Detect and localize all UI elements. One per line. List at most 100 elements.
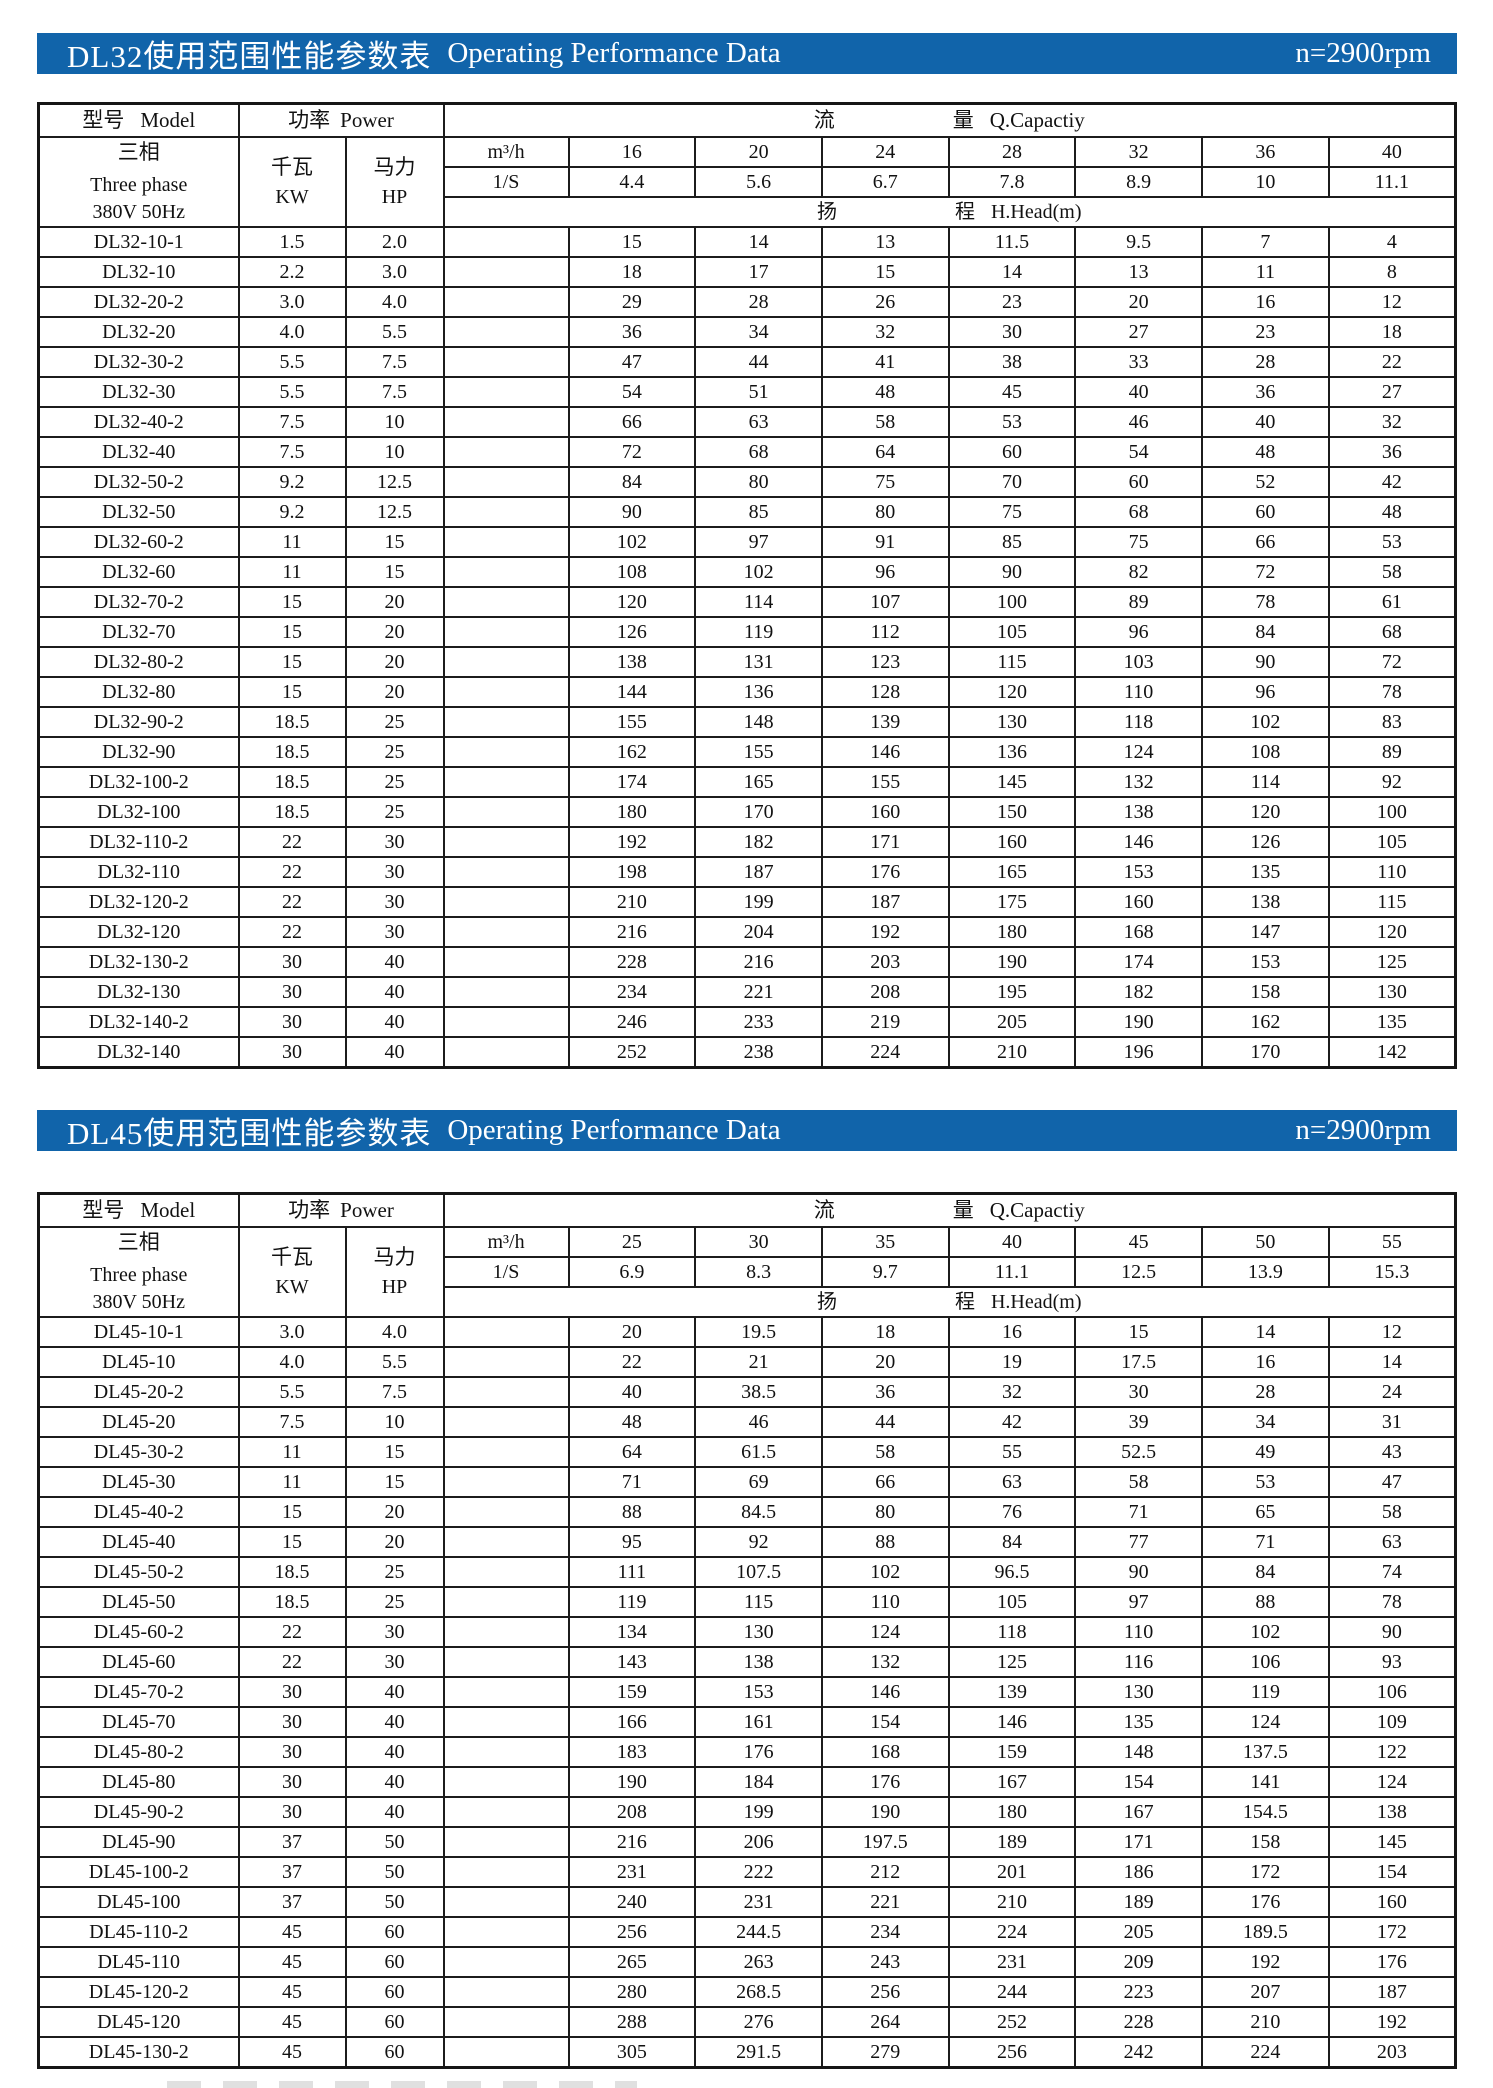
- kw-cell: 15: [237, 616, 347, 648]
- model-cell: DL32-90-2: [37, 706, 240, 738]
- ls-value-cell: 12.5: [1074, 1256, 1204, 1288]
- head-value-cell: 19.5: [694, 1316, 823, 1348]
- head-value-cell: 22: [1327, 346, 1457, 378]
- head-value-cell: 84: [947, 1526, 1077, 1558]
- head-value-cell: 126: [1201, 826, 1330, 858]
- head-value-cell: 130: [1074, 1676, 1204, 1708]
- head-value-cell: 34: [694, 316, 823, 348]
- head-value-cell: 102: [694, 556, 823, 588]
- head-value-cell: 80: [820, 496, 950, 528]
- ls-value-cell: 5.6: [694, 166, 823, 198]
- dl32-banner-title-en: Operating Performance Data: [447, 37, 781, 69]
- kw-cell: 30: [237, 1006, 347, 1038]
- head-value-cell: 11.5: [947, 226, 1077, 258]
- model-cell: DL45-120-2: [37, 1976, 240, 2008]
- head-value-cell: 28: [1201, 346, 1330, 378]
- head-value-cell: 58: [1074, 1466, 1204, 1498]
- head-value-cell: 48: [820, 376, 950, 408]
- head-value-cell: 7: [1201, 226, 1330, 258]
- model-cell: DL32-50: [37, 496, 240, 528]
- head-value-cell: 165: [947, 856, 1077, 888]
- head-value-cell: 114: [694, 586, 823, 618]
- head-value-cell: 212: [820, 1856, 950, 1888]
- table-row: DL45-90-2 30 40 208 199 190 180 167 154.5 138: [37, 1796, 1457, 1828]
- table-row: DL45-120 45 60 288 276 264 252 228 210 192: [37, 2006, 1457, 2038]
- hp-cell: 60: [344, 2036, 445, 2069]
- unit-spacer-cell: [442, 1736, 570, 1768]
- model-cell: DL32-60-2: [37, 526, 240, 558]
- head-value-cell: 72: [1201, 556, 1330, 588]
- table-row: DL32-80 15 20 144 136 128 120 110 96 78: [37, 676, 1457, 708]
- flow-value-cell: 32: [1074, 136, 1204, 168]
- hp-cell: 10: [344, 436, 445, 468]
- head-value-cell: 146: [947, 1706, 1077, 1738]
- head-value-cell: 268.5: [694, 1976, 823, 2008]
- dl45-performance-table: 型号 Model 功率 Power 流 量 Q.Capactiy 三相 Three ph…: [37, 1192, 1457, 2069]
- table-row: DL32-80-2 15 20 138 131 123 115 103 90 72: [37, 646, 1457, 678]
- unit-spacer-cell: [442, 1036, 570, 1069]
- table-row: DL32-70 15 20 126 119 112 105 96 84 68: [37, 616, 1457, 648]
- kw-cell: 30: [237, 1676, 347, 1708]
- model-cell: DL32-80-2: [37, 646, 240, 678]
- head-value-cell: 42: [1327, 466, 1457, 498]
- head-value-cell: 176: [820, 856, 950, 888]
- head-value-cell: 197.5: [820, 1826, 950, 1858]
- kw-cell: 37: [237, 1886, 347, 1918]
- table-row: DL45-30 11 15 71 69 66 63 58 53 47: [37, 1466, 1457, 1498]
- kw-cell: 30: [237, 1766, 347, 1798]
- head-value-cell: 126: [567, 616, 697, 648]
- hp-cell: 20: [344, 1526, 445, 1558]
- model-cell: DL45-110-2: [37, 1916, 240, 1948]
- head-value-cell: 27: [1074, 316, 1204, 348]
- capacity-column-header: 流 量 Q.Capactiy: [442, 102, 1457, 138]
- model-cell: DL45-30-2: [37, 1436, 240, 1468]
- table-row: DL45-10-1 3.0 4.0 20 19.5 18 16 15 14 12: [37, 1316, 1457, 1348]
- model-cell: DL45-90: [37, 1826, 240, 1858]
- kw-cell: 18.5: [237, 736, 347, 768]
- power-label-en: Power: [340, 108, 394, 133]
- head-value-cell: 119: [567, 1586, 697, 1618]
- table-row: DL32-140 30 40 252 238 224 210 196 170 142: [37, 1036, 1457, 1069]
- table-row: DL45-110 45 60 265 263 243 231 209 192 176: [37, 1946, 1457, 1978]
- head-value-cell: 125: [947, 1646, 1077, 1678]
- ls-value-cell: 8.3: [694, 1256, 823, 1288]
- flow-value-cell: 20: [694, 136, 823, 168]
- dl45-header-row-1: 型号 Model 功率 Power 流 量 Q.Capactiy: [37, 1192, 1457, 1228]
- phase-line-en: Three phase: [90, 1263, 188, 1286]
- head-value-cell: 112: [820, 616, 950, 648]
- head-value-cell: 60: [1074, 466, 1204, 498]
- hp-cell: 40: [344, 1736, 445, 1768]
- unit-spacer-cell: [442, 1406, 570, 1438]
- hp-label-en: HP: [381, 1276, 408, 1298]
- table-row: DL45-100-2 37 50 231 222 212 201 186 172 154: [37, 1856, 1457, 1888]
- dl32-head-label-row: 扬 程 H.Head(m): [39, 196, 1457, 228]
- table-row: DL32-110 22 30 198 187 176 165 153 135 110: [37, 856, 1457, 888]
- head-value-cell: 22: [567, 1346, 697, 1378]
- model-cell: DL32-130: [37, 976, 240, 1008]
- kw-cell: 7.5: [237, 1406, 347, 1438]
- head-value-cell: 84.5: [694, 1496, 823, 1528]
- model-cell: DL32-20: [37, 316, 240, 348]
- head-value-cell: 68: [1074, 496, 1204, 528]
- head-value-cell: 118: [947, 1616, 1077, 1648]
- dl45-banner-title-zh: DL45使用范围性能参数表: [67, 1116, 432, 1151]
- hp-label-zh: 马力: [373, 1245, 416, 1269]
- unit-spacer-cell: [442, 1526, 570, 1558]
- model-column-header: 型号 Model: [37, 1192, 240, 1228]
- model-label-en: Model: [140, 108, 196, 133]
- head-value-cell: 176: [820, 1766, 950, 1798]
- head-value-cell: 123: [820, 646, 950, 678]
- head-value-cell: 176: [1327, 1946, 1457, 1978]
- head-value-cell: 228: [1074, 2006, 1204, 2038]
- dl32-table-body: DL32-10-1 1.5 2.0 15 14 13 11.5 9.5 7 4 DL32-10 2.2…: [37, 226, 1457, 1069]
- head-value-cell: 90: [1327, 1616, 1457, 1648]
- table-row: DL45-50-2 18.5 25 111 107.5 102 96.5 90 84 74: [37, 1556, 1457, 1588]
- head-column-header: 扬 程 H.Head(m): [442, 1286, 1457, 1318]
- kw-cell: 22: [237, 886, 347, 918]
- capacity-label-zh1: 流: [813, 1198, 835, 1223]
- dl45-banner: DL45使用范围性能参数表 Operating Performance Data…: [37, 1110, 1457, 1151]
- head-value-cell: 187: [694, 856, 823, 888]
- power-column-header: 功率 Power: [237, 102, 445, 138]
- head-value-cell: 216: [567, 916, 697, 948]
- hp-cell: 50: [344, 1886, 445, 1918]
